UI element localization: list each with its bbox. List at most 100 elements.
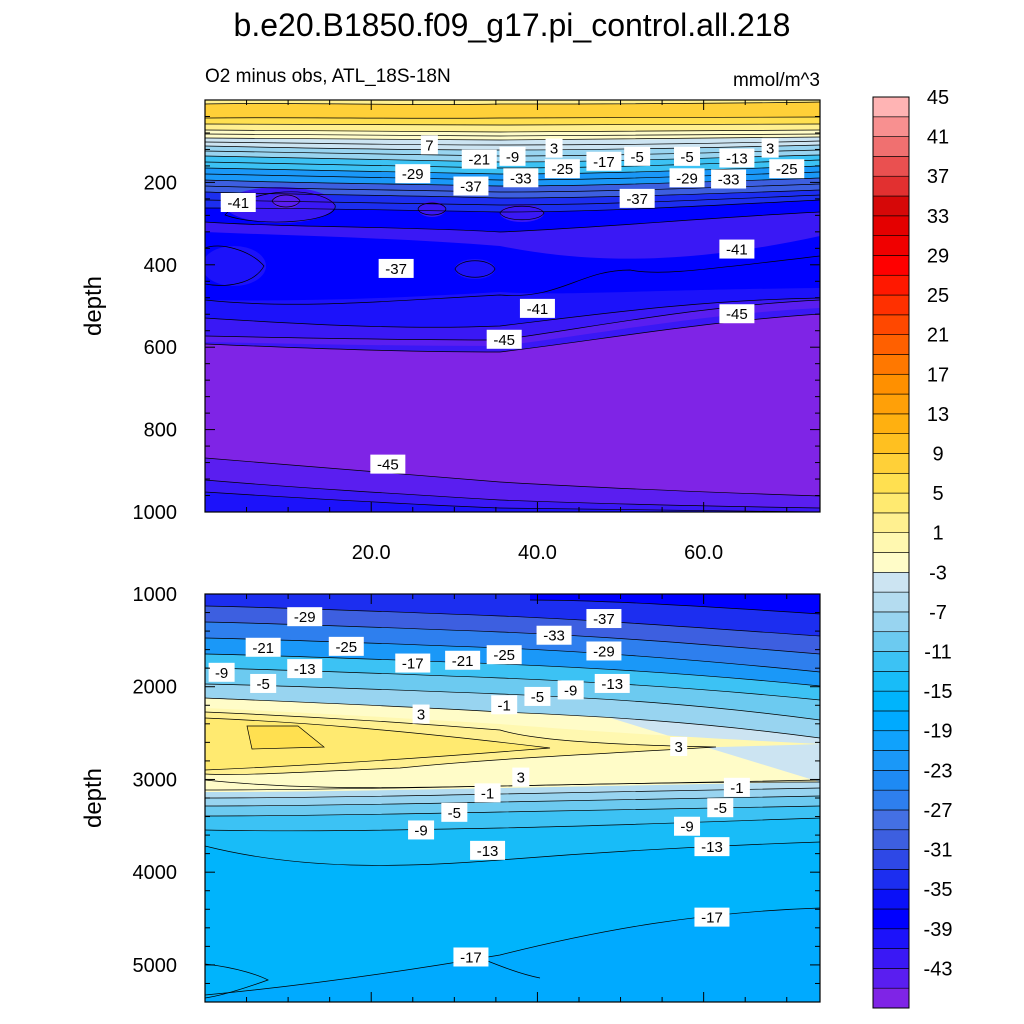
colorbar-swatch: [872, 532, 910, 553]
colorbar-tick-label: 41: [927, 127, 949, 149]
colorbar-swatch: [872, 671, 910, 692]
upper-contour-label-text: -13: [726, 151, 748, 168]
colorbar-swatch: [872, 116, 910, 137]
lower-contour-label-box: [491, 695, 518, 715]
lower-contour-label-text: -9: [414, 822, 427, 839]
upper-contour-label-box: [619, 188, 655, 208]
lower-contour-label-text: -37: [593, 611, 615, 628]
upper-contour-label-text: -5: [630, 149, 643, 166]
lower-y-tick-label: 5000: [133, 955, 178, 977]
colorbar-swatch: [872, 968, 910, 989]
lower-contour-label: -13: [694, 837, 730, 857]
lower-contour-label: -5: [441, 802, 468, 822]
upper-contour-label-text: -33: [718, 172, 740, 189]
upper-contour-label-box: [395, 164, 431, 184]
lower-contour-label-text: -13: [601, 676, 623, 693]
lower-contour-label: -17: [395, 653, 431, 673]
lower-contour-label-text: -9: [215, 665, 228, 682]
lower-contour-label: -9: [557, 680, 584, 700]
lower-contour-label-text: -1: [730, 780, 743, 797]
colorbar-tick-label: -31: [924, 840, 953, 862]
lower-contour-label: -13: [470, 840, 506, 860]
upper-axes: 20.0 40.0 60.0 200 400 600 800 1000: [133, 99, 820, 564]
lower-contour-label-box: [470, 840, 506, 860]
upper-contour-label-text: -17: [593, 154, 615, 171]
upper-contour-label-text: -25: [776, 161, 798, 178]
lower-y-axis-label: depth: [80, 768, 107, 828]
colorbar-swatch: [872, 770, 910, 791]
colorbar-tick-label: 17: [927, 364, 949, 386]
colorbar-tick-label: -7: [929, 602, 947, 624]
colorbar-tick-label: 25: [927, 285, 949, 307]
colorbar-tick-label: 13: [927, 404, 949, 426]
colorbar-tick-label: 21: [927, 325, 949, 347]
upper-contour-label-text: -41: [227, 195, 249, 212]
lower-contour-label-text: -17: [402, 656, 424, 673]
upper-contour-label: -13: [719, 148, 755, 168]
lower-contour-label-text: -5: [531, 689, 544, 706]
upper-contour-label-text: 3: [550, 141, 558, 158]
upper-contour-label: -45: [719, 304, 755, 324]
upper-y-axis-label: depth: [80, 276, 107, 336]
lower-contour-label-box: [208, 662, 235, 682]
lower-contour-label-box: [594, 673, 630, 693]
lower-contour-label: -33: [536, 625, 572, 645]
colorbar-swatch: [872, 472, 910, 494]
lower-contour-label-text: -5: [257, 676, 270, 693]
colorbar-swatch: [872, 928, 910, 949]
colorbar-swatch: [872, 393, 910, 415]
lower-contour-label: 3: [412, 704, 430, 724]
lower-contour-label-text: 3: [517, 770, 525, 787]
lower-contour-label-box: [474, 783, 501, 803]
lower-y-tick-label: 2000: [133, 677, 178, 699]
colorbar-swatch: [872, 255, 910, 276]
colorbar-swatch: [872, 948, 910, 969]
colorbar-swatch: [872, 235, 910, 256]
upper-contour-label-text: -33: [510, 170, 532, 187]
lower-contour-label-text: -33: [543, 628, 565, 645]
colorbar-tick-label: 5: [932, 483, 943, 505]
colorbar-tick-label: 37: [927, 166, 949, 188]
lower-contour-label: -5: [707, 798, 734, 818]
colorbar-swatch: [872, 591, 910, 613]
upper-contour-label-text: -45: [377, 457, 399, 474]
upper-y-tick-label: 600: [144, 337, 177, 359]
upper-contour-label-box: [719, 304, 755, 324]
upper-contour-label: -29: [669, 168, 705, 188]
upper-contour-label: -41: [519, 298, 555, 318]
upper-contour-field: [205, 100, 820, 512]
upper-contour-label: -25: [544, 159, 580, 179]
upper-contour-label-text: 3: [766, 141, 774, 158]
lower-contour-label-text: 3: [675, 739, 683, 756]
lower-contour-label-text: -1: [498, 697, 511, 714]
lower-contour-label: -9: [408, 820, 435, 840]
upper-contour-label-text: -37: [626, 191, 648, 208]
colorbar-swatch: [872, 314, 910, 335]
lower-contour-label-text: -25: [493, 647, 515, 664]
upper-contour-label: -45: [370, 454, 406, 474]
colorbar-swatch: [872, 512, 910, 533]
upper-contour-label-text: -9: [506, 149, 519, 166]
lower-contour-label-text: -17: [701, 910, 723, 927]
upper-y-tick-label: 1000: [133, 502, 178, 524]
colorbar-tick-label: -35: [924, 879, 953, 901]
lower-contour-label: -5: [250, 673, 277, 693]
upper-contour-label-text: -37: [460, 179, 482, 196]
lower-contour-label-box: [723, 777, 750, 797]
lower-contour-label-text: -29: [294, 609, 316, 626]
colorbar-tick-label: -15: [924, 681, 953, 703]
lower-contour-label-text: 3: [417, 707, 425, 724]
lower-contour-labels: -29 -37-33-25-21 -29-25-21-17-13-9-5 -13-9-…: [208, 607, 750, 967]
colorbar-tick-label: -39: [924, 919, 953, 941]
colorbar-frame: [872, 96, 910, 1009]
lower-contour-label-box: [408, 820, 435, 840]
upper-x-tick-label: 40.0: [518, 542, 557, 564]
lower-axes: 1000 2000 3000 4000 5000: [133, 584, 820, 1003]
colorbar-swatch: [872, 492, 910, 514]
colorbar-swatch: [872, 354, 910, 375]
lower-contour-label-text: -17: [460, 949, 482, 966]
lower-contour-label-text: -5: [714, 800, 727, 817]
upper-contour-label: -9: [499, 146, 526, 166]
lower-contour-label-text: -9: [564, 682, 577, 699]
